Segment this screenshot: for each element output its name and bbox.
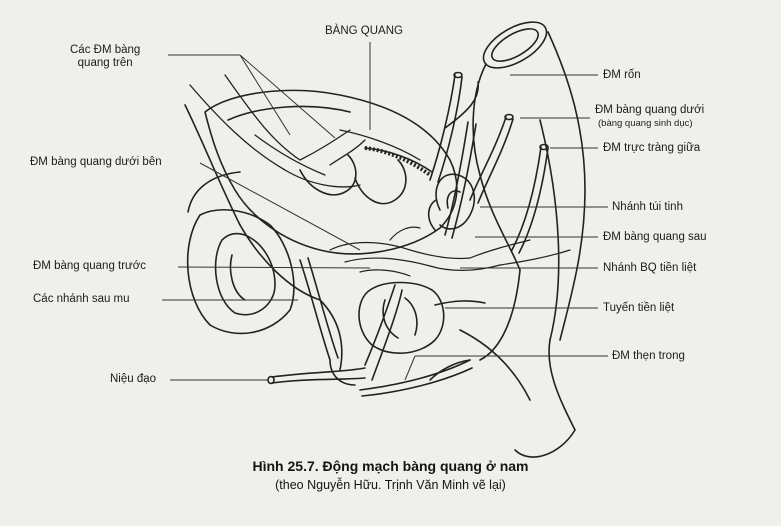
label-urethra: Niệu đạo bbox=[110, 373, 157, 385]
label-anterior-vesical: ĐM bàng quang trước bbox=[33, 260, 147, 272]
prostate-gland bbox=[358, 281, 486, 355]
figure-caption-subtitle: (theo Nguyễn Hữu. Trịnh Văn Minh vẽ lại) bbox=[275, 478, 506, 492]
label-seminal-vesicle-branch: Nhánh túi tinh bbox=[612, 201, 683, 213]
label-bladder-prostate-branch: Nhánh BQ tiền liệt bbox=[603, 262, 697, 274]
figure-caption-title: Hình 25.7. Động mạch bàng quang ở nam bbox=[252, 458, 529, 474]
label-inferolateral-vesical: ĐM bàng quang dưới bên bbox=[30, 156, 162, 168]
pelvic-floor bbox=[319, 299, 531, 401]
label-bladder: BÀNG QUANG bbox=[325, 25, 403, 37]
leader-lines bbox=[162, 42, 608, 381]
seminal-vesicle bbox=[427, 173, 476, 231]
label-prostate: Tuyến tiền liệt bbox=[603, 302, 675, 314]
label-umbilical-artery: ĐM rốn bbox=[603, 69, 641, 81]
vascular-plexus bbox=[329, 226, 571, 277]
umbilical-artery bbox=[429, 71, 463, 183]
label-posterior-vesical: ĐM bàng quang sau bbox=[603, 231, 707, 243]
label-middle-rectal: ĐM trực tràng giữa bbox=[603, 142, 701, 154]
dotted-vessel bbox=[364, 146, 432, 177]
label-retropubic-branches: Các nhánh sau mu bbox=[33, 293, 130, 305]
label-inferior-vesical-main: ĐM bàng quang dưới bbox=[595, 104, 705, 116]
retropubic-vessels bbox=[299, 257, 356, 386]
superior-vesical-arteries bbox=[189, 74, 421, 188]
label-internal-pudendal: ĐM thẹn trong bbox=[612, 350, 685, 362]
label-superior-vesical: Các ĐM bàng quang trên bbox=[70, 44, 140, 70]
pubic-bone bbox=[186, 171, 295, 335]
middle-rectal-stub bbox=[511, 143, 549, 254]
urethra-pudendal bbox=[267, 284, 473, 397]
label-inferior-vesical: ĐM bàng quang dưới (bàng quang sinh dục) bbox=[595, 104, 704, 130]
iliac-trunk bbox=[444, 121, 477, 239]
label-superior-vesical-line2: quang trên bbox=[77, 57, 133, 69]
label-inferior-vesical-note: (bàng quang sinh dục) bbox=[598, 118, 693, 129]
label-superior-vesical-line1: Các ĐM bàng bbox=[70, 44, 141, 56]
